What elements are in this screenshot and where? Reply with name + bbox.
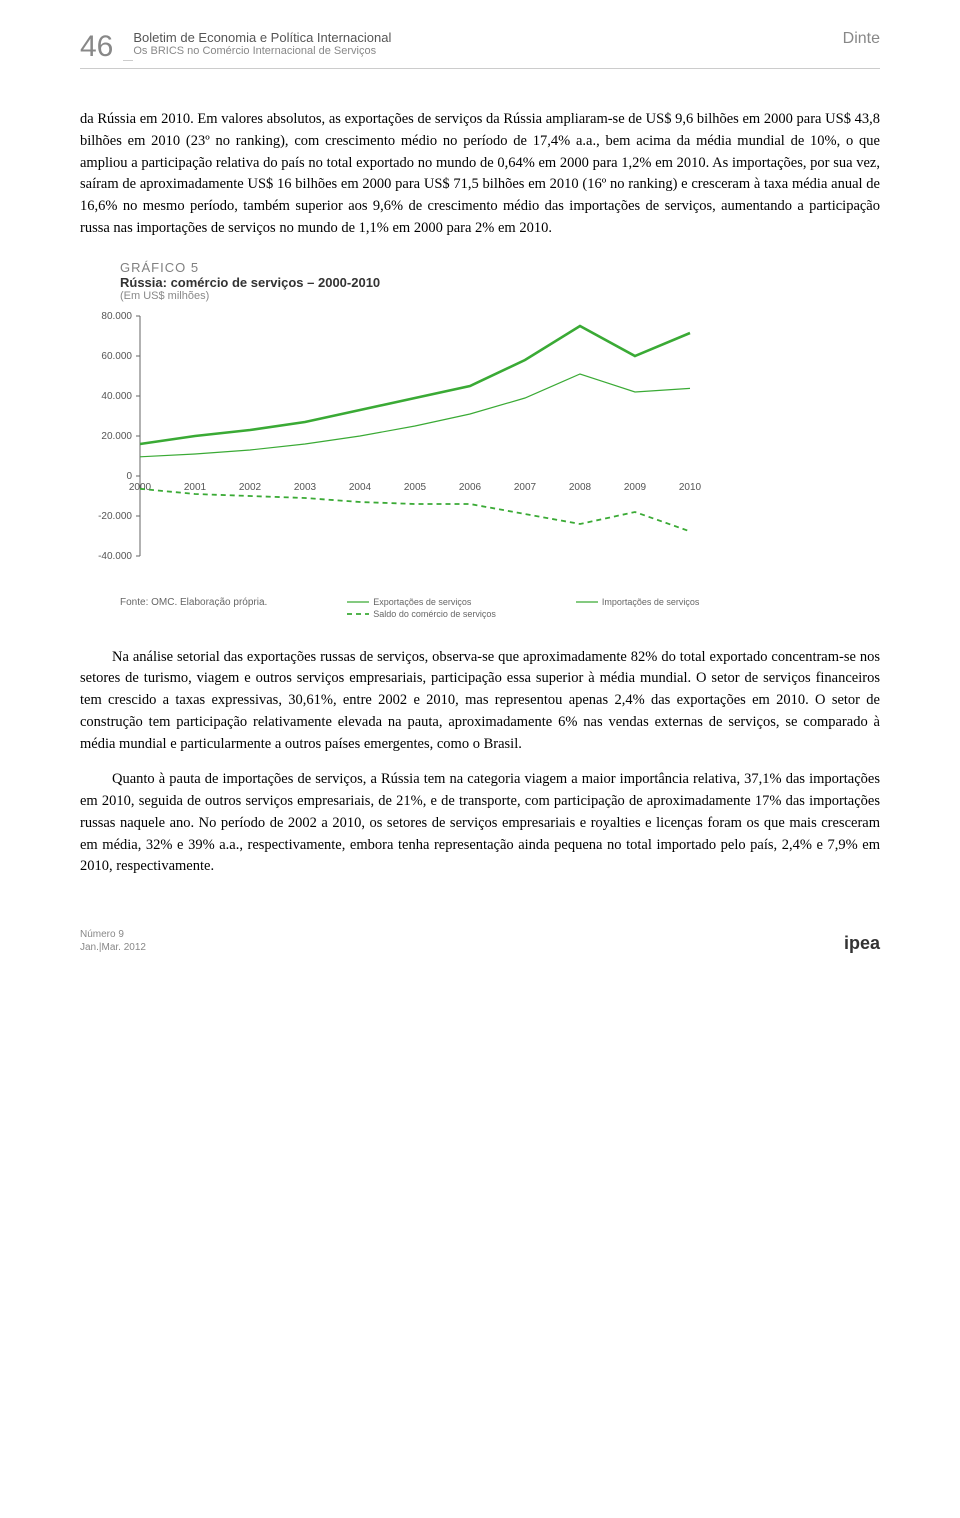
journal-title: Boletim de Economia e Política Internaci… <box>133 30 842 45</box>
svg-text:2008: 2008 <box>569 482 592 493</box>
publisher-logo: ipea <box>844 933 880 954</box>
svg-text:2002: 2002 <box>239 482 262 493</box>
chart-number: GRÁFICO 5 <box>120 260 880 275</box>
svg-text:2007: 2007 <box>514 482 537 493</box>
legend-item: Importações de serviços <box>576 597 700 607</box>
issue-date: Jan.|Mar. 2012 <box>80 941 146 954</box>
page-number: 46 <box>80 30 113 64</box>
paragraph-1: da Rússia em 2010. Em valores absolutos,… <box>80 109 880 240</box>
legend-item: Saldo do comércio de serviços <box>347 609 496 619</box>
header-titles: Boletim de Economia e Política Internaci… <box>133 30 842 57</box>
paragraph-3: Quanto à pauta de importações de serviço… <box>80 769 880 878</box>
chart-unit: (Em US$ milhões) <box>120 290 880 302</box>
page-footer: Número 9 Jan.|Mar. 2012 ipea <box>80 928 880 954</box>
issue-info: Número 9 Jan.|Mar. 2012 <box>80 928 146 954</box>
line-chart: -40.000 -20.000 0 20.000 40.000 60.000 80.000 2… <box>80 306 720 586</box>
svg-text:2001: 2001 <box>184 482 207 493</box>
chart-source: Fonte: OMC. Elaboração própria. <box>120 597 267 608</box>
svg-text:60.000: 60.000 <box>101 351 132 362</box>
svg-text:2006: 2006 <box>459 482 482 493</box>
svg-text:-20.000: -20.000 <box>98 511 132 522</box>
svg-text:2000: 2000 <box>129 482 152 493</box>
chart-heading: GRÁFICO 5 Rússia: comércio de serviços –… <box>120 260 880 302</box>
chart-area: -40.000 -20.000 0 20.000 40.000 60.000 80.000 2… <box>80 306 880 591</box>
svg-text:0: 0 <box>126 471 132 482</box>
svg-text:2010: 2010 <box>679 482 702 493</box>
chart-legend: Exportações de serviços Saldo do comércio… <box>347 597 729 621</box>
article-title: Os BRICS no Comércio Internacional de Se… <box>133 45 842 57</box>
svg-text:2004: 2004 <box>349 482 372 493</box>
svg-text:2005: 2005 <box>404 482 427 493</box>
svg-text:80.000: 80.000 <box>101 311 132 322</box>
svg-text:-40.000: -40.000 <box>98 551 132 562</box>
issue-number: Número 9 <box>80 928 146 941</box>
svg-text:2003: 2003 <box>294 482 317 493</box>
svg-text:2009: 2009 <box>624 482 647 493</box>
chart-title: Rússia: comércio de serviços – 2000-2010 <box>120 275 880 290</box>
section-name: Dinte <box>843 30 880 48</box>
paragraph-2: Na análise setorial das exportações russ… <box>80 647 880 756</box>
page-header: 46 Boletim de Economia e Política Intern… <box>80 30 880 69</box>
svg-text:40.000: 40.000 <box>101 391 132 402</box>
legend-item: Exportações de serviços <box>347 597 496 607</box>
svg-text:20.000: 20.000 <box>101 431 132 442</box>
